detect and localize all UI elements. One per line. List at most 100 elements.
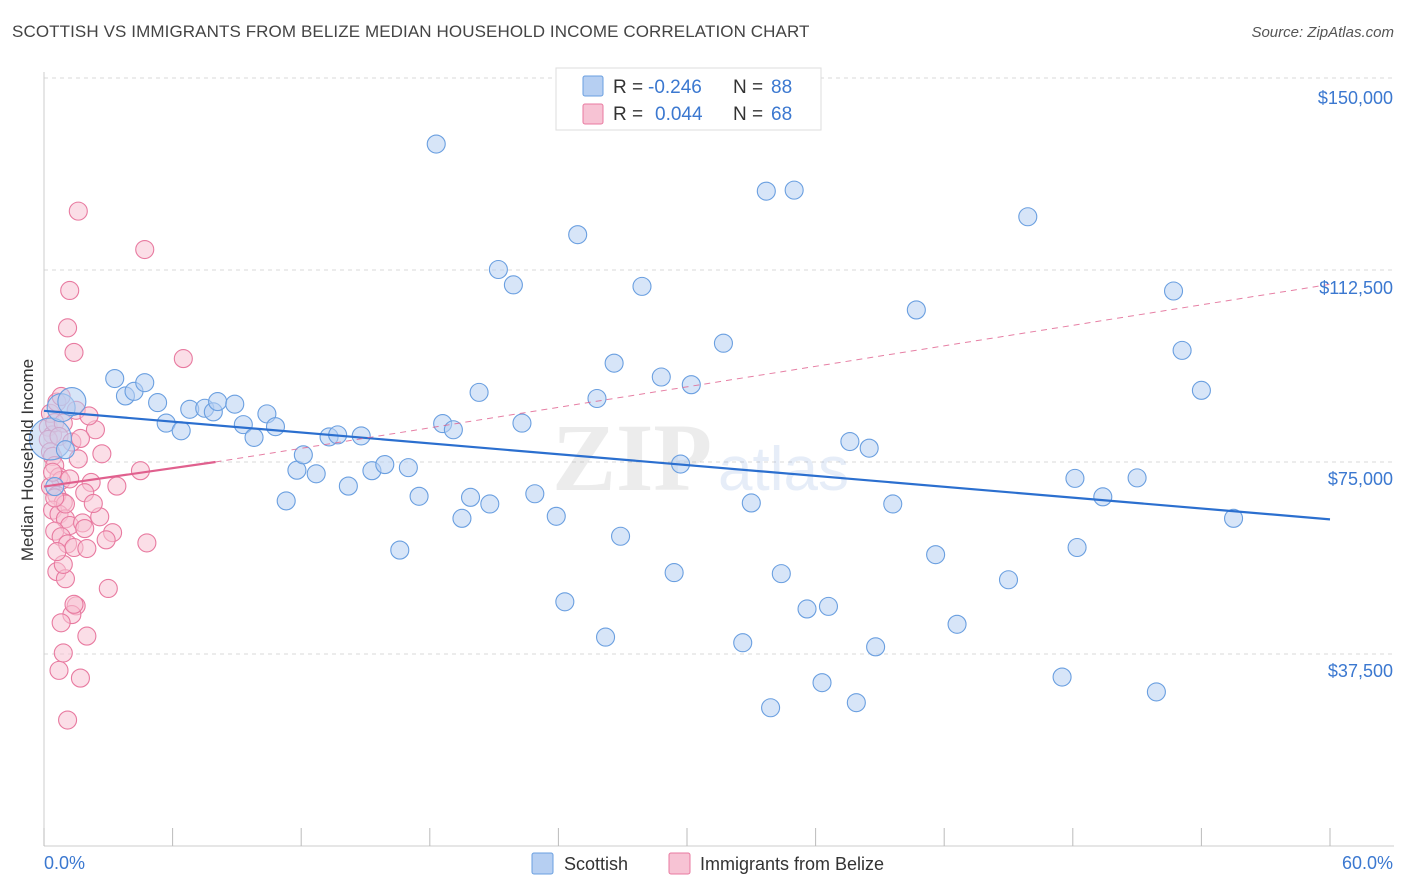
data-point-scottish xyxy=(604,353,624,373)
data-point-scottish xyxy=(883,494,903,514)
data-point-scottish xyxy=(741,493,761,513)
data-point-belize xyxy=(68,449,88,469)
legend-n-label: N = xyxy=(733,77,763,98)
trend-line-belize-extension xyxy=(215,283,1331,463)
series-legend: Scottish Immigrants from Belize xyxy=(531,852,884,875)
data-point-scottish xyxy=(1065,468,1085,488)
data-point-scottish xyxy=(1146,682,1166,702)
data-point-scottish xyxy=(546,506,566,526)
data-point-scottish xyxy=(596,627,616,647)
data-point-scottish xyxy=(409,486,429,506)
data-point-scottish xyxy=(998,570,1019,590)
data-point-scottish xyxy=(469,382,489,402)
data-point-scottish xyxy=(866,637,886,657)
data-point-scottish xyxy=(761,698,781,718)
data-point-scottish xyxy=(148,393,168,413)
data-point-scottish xyxy=(840,431,860,452)
legend-r-label: R = xyxy=(613,104,643,125)
data-point-scottish xyxy=(208,392,228,412)
data-point-scottish xyxy=(265,417,286,437)
trend-line-belize xyxy=(43,460,216,488)
data-point-scottish xyxy=(503,275,523,295)
x-tick-label-start: 0.0% xyxy=(44,853,85,873)
data-point-scottish xyxy=(587,388,607,409)
data-point-scottish xyxy=(488,259,508,280)
data-point-scottish xyxy=(926,545,946,565)
data-point-belize xyxy=(70,668,90,688)
data-point-scottish xyxy=(797,599,817,619)
legend-n-label: N = xyxy=(733,104,763,125)
data-point-scottish xyxy=(1127,468,1147,488)
correlation-legend: R = -0.246 N = 88 R = 0.044 N = 68 xyxy=(555,67,822,131)
data-point-scottish xyxy=(452,508,472,528)
data-point-belize xyxy=(58,318,78,338)
data-point-belize xyxy=(98,578,118,599)
data-point-scottish xyxy=(664,563,684,583)
data-point-scottish xyxy=(276,491,296,511)
data-point-scottish xyxy=(57,387,87,417)
data-point-scottish xyxy=(306,464,326,484)
legend-n-value: 88 xyxy=(771,77,792,98)
data-point-scottish xyxy=(1052,667,1072,687)
data-point-scottish xyxy=(156,413,176,433)
series-belize-points xyxy=(38,201,193,730)
data-point-scottish xyxy=(171,421,191,441)
data-point-scottish xyxy=(1172,340,1192,360)
data-point-belize xyxy=(47,542,67,562)
data-point-belize xyxy=(49,660,69,680)
y-tick-label: $112,500 xyxy=(1319,278,1393,298)
grid-lines xyxy=(44,77,1394,655)
data-point-belize xyxy=(77,538,97,559)
legend-n-value: 68 xyxy=(771,104,792,125)
data-point-scottish xyxy=(1191,380,1211,400)
legend-r-value: 0.044 xyxy=(655,104,703,125)
data-point-scottish xyxy=(1224,508,1244,528)
data-point-belize xyxy=(51,613,71,633)
data-point-scottish xyxy=(568,225,588,245)
data-point-scottish xyxy=(525,484,545,504)
data-point-belize xyxy=(135,239,155,260)
data-point-belize xyxy=(96,530,116,550)
data-point-belize xyxy=(70,428,90,448)
data-point-scottish xyxy=(632,276,652,296)
data-point-scottish xyxy=(351,426,371,446)
data-point-belize xyxy=(64,594,84,614)
source-label: Source: ZipAtlas.com xyxy=(1251,24,1394,41)
series-legend-swatch-belize xyxy=(668,852,691,875)
data-point-scottish xyxy=(512,413,532,433)
data-point-scottish xyxy=(135,373,155,393)
data-point-scottish xyxy=(1018,207,1038,227)
series-scottish-points xyxy=(28,134,1244,718)
data-point-scottish xyxy=(1093,487,1113,507)
chart-title: SCOTTISH VS IMMIGRANTS FROM BELIZE MEDIA… xyxy=(12,22,810,41)
data-point-scottish xyxy=(225,394,245,414)
y-axis-label: Median Household Income xyxy=(18,359,37,561)
data-point-scottish xyxy=(1163,281,1184,301)
y-tick-label: $150,000 xyxy=(1318,88,1393,108)
data-point-belize xyxy=(75,519,95,539)
series-legend-label-scottish: Scottish xyxy=(564,854,628,874)
data-point-scottish xyxy=(55,440,75,460)
data-point-scottish xyxy=(771,564,791,584)
data-point-belize xyxy=(58,710,78,730)
data-point-scottish xyxy=(480,494,500,514)
data-point-belize xyxy=(173,349,193,369)
watermark-zip: ZIP xyxy=(552,404,712,511)
data-point-scottish xyxy=(1067,537,1087,558)
data-point-scottish xyxy=(906,300,926,320)
data-point-scottish xyxy=(375,455,395,475)
x-tick-label-end: 60.0% xyxy=(1342,853,1393,873)
data-point-belize xyxy=(83,493,103,514)
data-point-scottish xyxy=(105,368,125,389)
data-point-scottish xyxy=(293,445,313,465)
data-point-scottish xyxy=(651,367,671,387)
data-point-scottish xyxy=(947,614,967,634)
data-point-scottish xyxy=(784,180,804,200)
data-point-scottish xyxy=(681,375,701,395)
legend-r-label: R = xyxy=(613,77,643,98)
data-point-belize xyxy=(60,280,80,301)
data-point-belize xyxy=(68,201,88,221)
legend-swatch-scottish xyxy=(582,75,604,97)
x-tick-marks xyxy=(43,828,1331,846)
